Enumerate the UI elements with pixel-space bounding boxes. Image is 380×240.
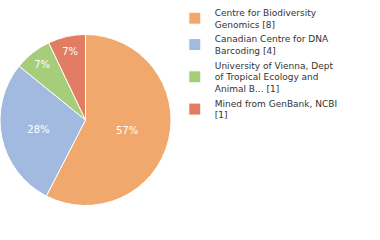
svg-text:Mined from GenBank, NCBI[1]: Mined from GenBank, NCBI[1] [215, 99, 337, 121]
svg-text:28%: 28% [27, 124, 49, 135]
svg-text:Centre for BiodiversityGenomic: Centre for BiodiversityGenomics [8] [215, 8, 317, 30]
svg-text:Canadian Centre for DNABarcodi: Canadian Centre for DNABarcoding [4] [215, 34, 329, 56]
svg-text:7%: 7% [34, 59, 50, 70]
svg-text:7%: 7% [62, 46, 78, 57]
svg-text:57%: 57% [116, 125, 138, 136]
svg-text:University of Vienna, Deptof T: University of Vienna, Deptof Tropical Ec… [215, 61, 334, 94]
